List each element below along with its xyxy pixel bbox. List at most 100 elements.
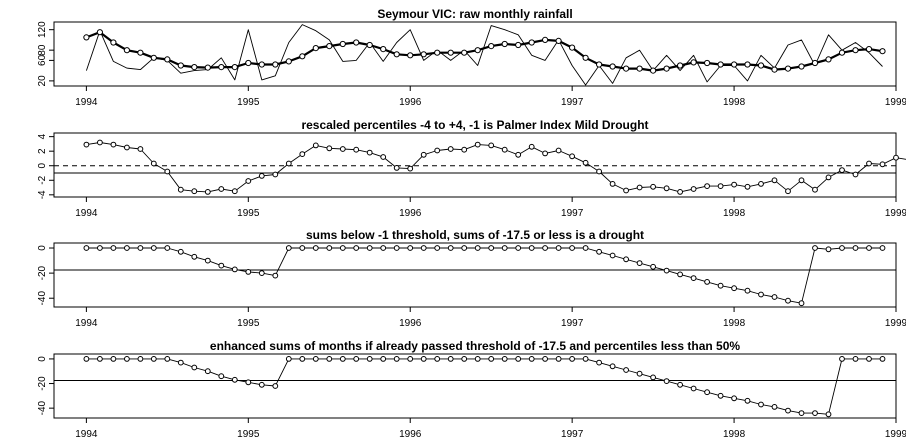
x-tick-label: 1999 bbox=[885, 318, 906, 329]
data-point bbox=[272, 272, 279, 279]
data-point bbox=[231, 376, 238, 383]
data-point bbox=[177, 186, 184, 193]
data-point bbox=[839, 245, 845, 251]
smoothed-rainfall-point bbox=[434, 49, 441, 56]
data-point bbox=[731, 181, 737, 188]
data-point bbox=[366, 149, 373, 156]
data-point bbox=[353, 146, 360, 153]
data-point bbox=[717, 183, 724, 190]
x-tick-label: 1998 bbox=[723, 208, 746, 219]
smoothed-rainfall-point bbox=[272, 61, 279, 68]
panel-title: rescaled percentiles -4 to +4, -1 is Pal… bbox=[301, 118, 648, 132]
data-point bbox=[690, 275, 697, 282]
data-point bbox=[97, 356, 103, 362]
data-point bbox=[474, 356, 481, 362]
data-point bbox=[501, 245, 508, 251]
data-point bbox=[744, 397, 751, 404]
smoothed-rainfall-point bbox=[164, 56, 171, 63]
data-point bbox=[515, 151, 522, 158]
data-point bbox=[407, 356, 414, 362]
data-point bbox=[258, 270, 265, 277]
data-point bbox=[434, 356, 441, 362]
data-point bbox=[326, 245, 333, 251]
smoothed-rainfall-point bbox=[704, 59, 711, 67]
data-point bbox=[542, 356, 548, 362]
smoothed-rainfall-point bbox=[596, 61, 603, 68]
data-point bbox=[636, 184, 643, 191]
y-tick-label: 60 bbox=[37, 54, 48, 66]
data-point bbox=[191, 253, 198, 260]
x-tick-label: 1994 bbox=[75, 97, 98, 108]
smoothed-rainfall-point bbox=[609, 63, 616, 70]
data-point bbox=[866, 356, 872, 362]
data-point bbox=[312, 142, 319, 149]
data-point bbox=[852, 245, 859, 251]
data-point bbox=[852, 356, 859, 362]
x-tick-label: 1998 bbox=[723, 429, 746, 440]
data-point bbox=[555, 147, 562, 154]
y-tick-label: -20 bbox=[37, 265, 48, 280]
data-point bbox=[272, 171, 279, 178]
data-point bbox=[285, 356, 292, 362]
data-point bbox=[488, 142, 495, 149]
data-point bbox=[515, 245, 522, 251]
data-point bbox=[515, 356, 522, 362]
y-tick-label: 4 bbox=[37, 133, 48, 139]
data-point bbox=[798, 177, 805, 184]
x-tick-label: 1994 bbox=[75, 208, 98, 219]
smoothed-rainfall-point bbox=[420, 51, 427, 58]
data-point bbox=[299, 151, 306, 158]
data-point bbox=[501, 146, 508, 153]
data-point bbox=[204, 257, 211, 264]
data-point bbox=[839, 167, 845, 174]
x-tick-label: 1999 bbox=[885, 97, 906, 108]
data-point bbox=[150, 160, 157, 167]
smoothed-rainfall-point bbox=[852, 47, 859, 54]
data-point bbox=[258, 173, 265, 179]
data-point bbox=[110, 356, 117, 362]
smoothed-rainfall-point bbox=[569, 44, 576, 51]
data-point bbox=[461, 245, 468, 251]
data-point bbox=[582, 356, 589, 362]
smoothed-rainfall-point bbox=[582, 54, 589, 61]
data-point bbox=[677, 189, 683, 195]
smoothed-rainfall-point bbox=[865, 46, 873, 53]
smoothed-rainfall-point bbox=[245, 59, 252, 67]
data-point bbox=[609, 363, 616, 370]
data-point bbox=[636, 370, 643, 377]
data-point bbox=[812, 245, 818, 251]
x-tick-label: 1999 bbox=[885, 208, 906, 219]
data-point bbox=[110, 245, 117, 251]
data-point bbox=[569, 245, 575, 251]
data-point bbox=[731, 395, 737, 402]
data-point bbox=[690, 385, 697, 392]
data-point bbox=[623, 256, 629, 263]
data-point bbox=[137, 146, 144, 152]
x-tick-label: 1995 bbox=[237, 429, 260, 440]
data-point bbox=[177, 359, 184, 366]
plot-frame bbox=[53, 21, 897, 87]
x-tick-label: 1997 bbox=[561, 429, 584, 440]
smoothed-rainfall-point bbox=[326, 43, 333, 50]
data-point bbox=[461, 146, 468, 153]
data-point bbox=[474, 245, 481, 251]
smoothed-rainfall-point bbox=[663, 65, 670, 72]
data-point bbox=[758, 291, 764, 298]
data-point bbox=[582, 245, 589, 251]
data-point bbox=[650, 374, 656, 381]
data-point bbox=[663, 378, 670, 385]
smoothed-rainfall-point bbox=[123, 47, 131, 54]
x-tick-label: 1996 bbox=[399, 97, 422, 108]
data-point bbox=[285, 245, 292, 251]
data-point bbox=[124, 144, 130, 151]
data-point bbox=[744, 183, 751, 190]
smoothed-rainfall-point bbox=[879, 48, 886, 55]
data-point bbox=[434, 245, 441, 251]
data-point bbox=[380, 356, 387, 362]
data-point bbox=[420, 356, 427, 362]
x-tick-label: 1995 bbox=[237, 318, 260, 329]
data-point bbox=[83, 356, 90, 362]
smoothed-rainfall-point bbox=[366, 41, 373, 49]
data-point bbox=[528, 143, 535, 150]
